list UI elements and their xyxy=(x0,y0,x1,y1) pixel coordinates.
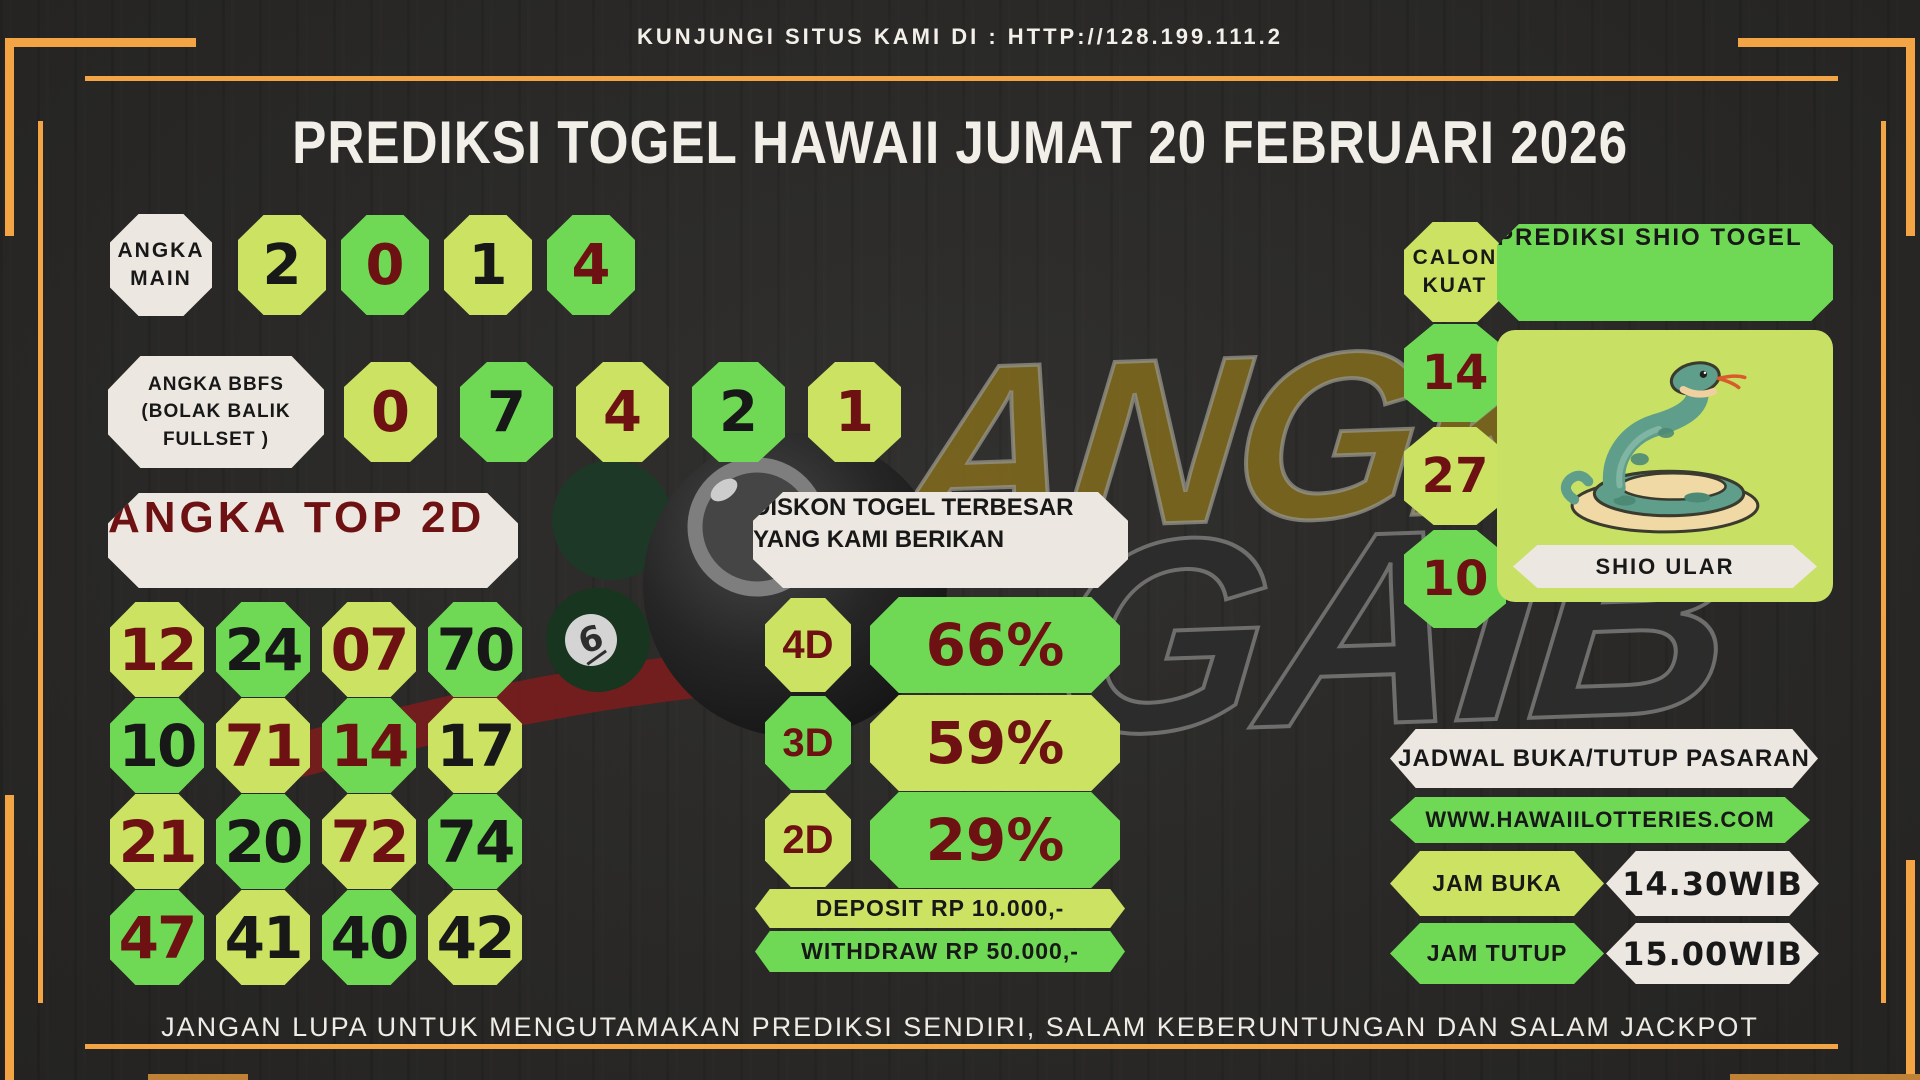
diskon-label: 4D xyxy=(765,598,851,692)
frame-thin-bottom-line xyxy=(85,1044,1838,1049)
frame-right-bottom-bar xyxy=(1906,860,1915,1080)
withdraw-banner: WITHDRAW RP 50.000,- xyxy=(755,931,1125,972)
bbfs-digit: 1 xyxy=(808,362,901,462)
top2d-cell: 47 xyxy=(110,890,204,985)
frame-bottom-right-tab xyxy=(1730,1074,1920,1080)
top2d-cell: 40 xyxy=(322,890,416,985)
top2d-cell: 17 xyxy=(428,698,522,793)
shio-name-banner: SHIO ULAR xyxy=(1513,545,1817,588)
jadwal-title-banner: JADWAL BUKA/TUTUP PASARAN xyxy=(1390,729,1818,788)
top2d-cell: 42 xyxy=(428,890,522,985)
diskon-label: 3D xyxy=(765,696,851,790)
deposit-banner: DEPOSIT RP 10.000,- xyxy=(755,889,1125,928)
top2d-cell: 74 xyxy=(428,794,522,889)
frame-thin-right-line xyxy=(1881,121,1886,1003)
angka-top-2d-title: ANGKA TOP 2D xyxy=(108,493,518,588)
shio-title: PREDIKSI SHIO TOGEL xyxy=(1497,224,1833,321)
footer-message: JANGAN LUPA UNTUK MENGUTAMAKAN PREDIKSI … xyxy=(161,1012,1759,1042)
top2d-cell: 72 xyxy=(322,794,416,889)
jam-tutup-label: JAM TUTUP xyxy=(1390,923,1604,984)
calon-kuat-number: 10 xyxy=(1404,530,1506,628)
top2d-cell: 41 xyxy=(216,890,310,985)
bbfs-digit: 0 xyxy=(344,362,437,462)
shio-panel: SHIO ULAR xyxy=(1497,330,1833,602)
diskon-title: DISKON TOGEL TERBESAR YANG KAMI BERIKAN xyxy=(753,492,1128,588)
top2d-cell: 24 xyxy=(216,602,310,697)
angka-main-digit: 4 xyxy=(547,215,635,315)
snake-icon xyxy=(1560,361,1760,534)
frame-thin-left-line xyxy=(38,121,43,1003)
diskon-label: 2D xyxy=(765,793,851,887)
angka-bbfs-digits: 0 7 4 2 1 xyxy=(344,362,901,462)
angka-main-digit: 2 xyxy=(238,215,326,315)
website-banner[interactable]: WWW.HAWAIILOTTERIES.COM xyxy=(1390,797,1810,843)
diskon-value: 29% xyxy=(870,792,1120,888)
frame-top-right-bar xyxy=(1738,38,1912,47)
top2d-cell: 14 xyxy=(322,698,416,793)
top2d-cell: 21 xyxy=(110,794,204,889)
diskon-value: 66% xyxy=(870,597,1120,693)
frame-bottom-left-tab xyxy=(148,1074,248,1080)
frame-top-left-bar xyxy=(8,38,196,47)
diskon-row-4d: 4D 66% xyxy=(765,597,1125,693)
angka-top-2d-grid: 12 24 07 70 10 71 14 17 21 20 72 74 47 4… xyxy=(110,602,522,985)
jam-buka-label: JAM BUKA xyxy=(1390,851,1604,916)
jam-buka-time: 14.30WIB xyxy=(1606,851,1819,916)
bbfs-digit: 7 xyxy=(460,362,553,462)
frame-right-top-bar xyxy=(1906,38,1915,236)
top2d-cell: 71 xyxy=(216,698,310,793)
top2d-cell: 20 xyxy=(216,794,310,889)
angka-main-digits: 2 0 1 4 xyxy=(238,215,635,315)
diskon-row-2d: 2D 29% xyxy=(765,792,1125,888)
diskon-row-3d: 3D 59% xyxy=(765,695,1125,791)
angka-main-digit: 0 xyxy=(341,215,429,315)
top2d-cell: 70 xyxy=(428,602,522,697)
calon-kuat-number: 14 xyxy=(1404,324,1506,422)
top2d-cell: 12 xyxy=(110,602,204,697)
bbfs-digit: 4 xyxy=(576,362,669,462)
angka-bbfs-label: ANGKA BBFS (BOLAK BALIK FULLSET ) xyxy=(108,356,324,468)
page-title: PREDIKSI TOGEL HAWAII JUMAT 20 FEBRUARI … xyxy=(292,109,1628,177)
jam-tutup-time: 15.00WIB xyxy=(1606,923,1819,984)
top2d-cell: 10 xyxy=(110,698,204,793)
calon-kuat-number: 27 xyxy=(1404,427,1506,525)
frame-left-top-bar xyxy=(5,38,14,236)
angka-main-digit: 1 xyxy=(444,215,532,315)
calon-kuat-label: CALON KUAT xyxy=(1404,222,1506,322)
frame-thin-top-line xyxy=(85,76,1838,81)
diskon-value: 59% xyxy=(870,695,1120,791)
frame-left-bottom-bar xyxy=(5,795,14,1080)
calon-kuat-numbers: 14 27 10 xyxy=(1404,324,1506,628)
bbfs-digit: 2 xyxy=(692,362,785,462)
site-notice[interactable]: KUNJUNGI SITUS KAMI DI : HTTP://128.199.… xyxy=(636,24,1284,49)
angka-main-label: ANGKA MAIN xyxy=(110,214,212,316)
top2d-cell: 07 xyxy=(322,602,416,697)
